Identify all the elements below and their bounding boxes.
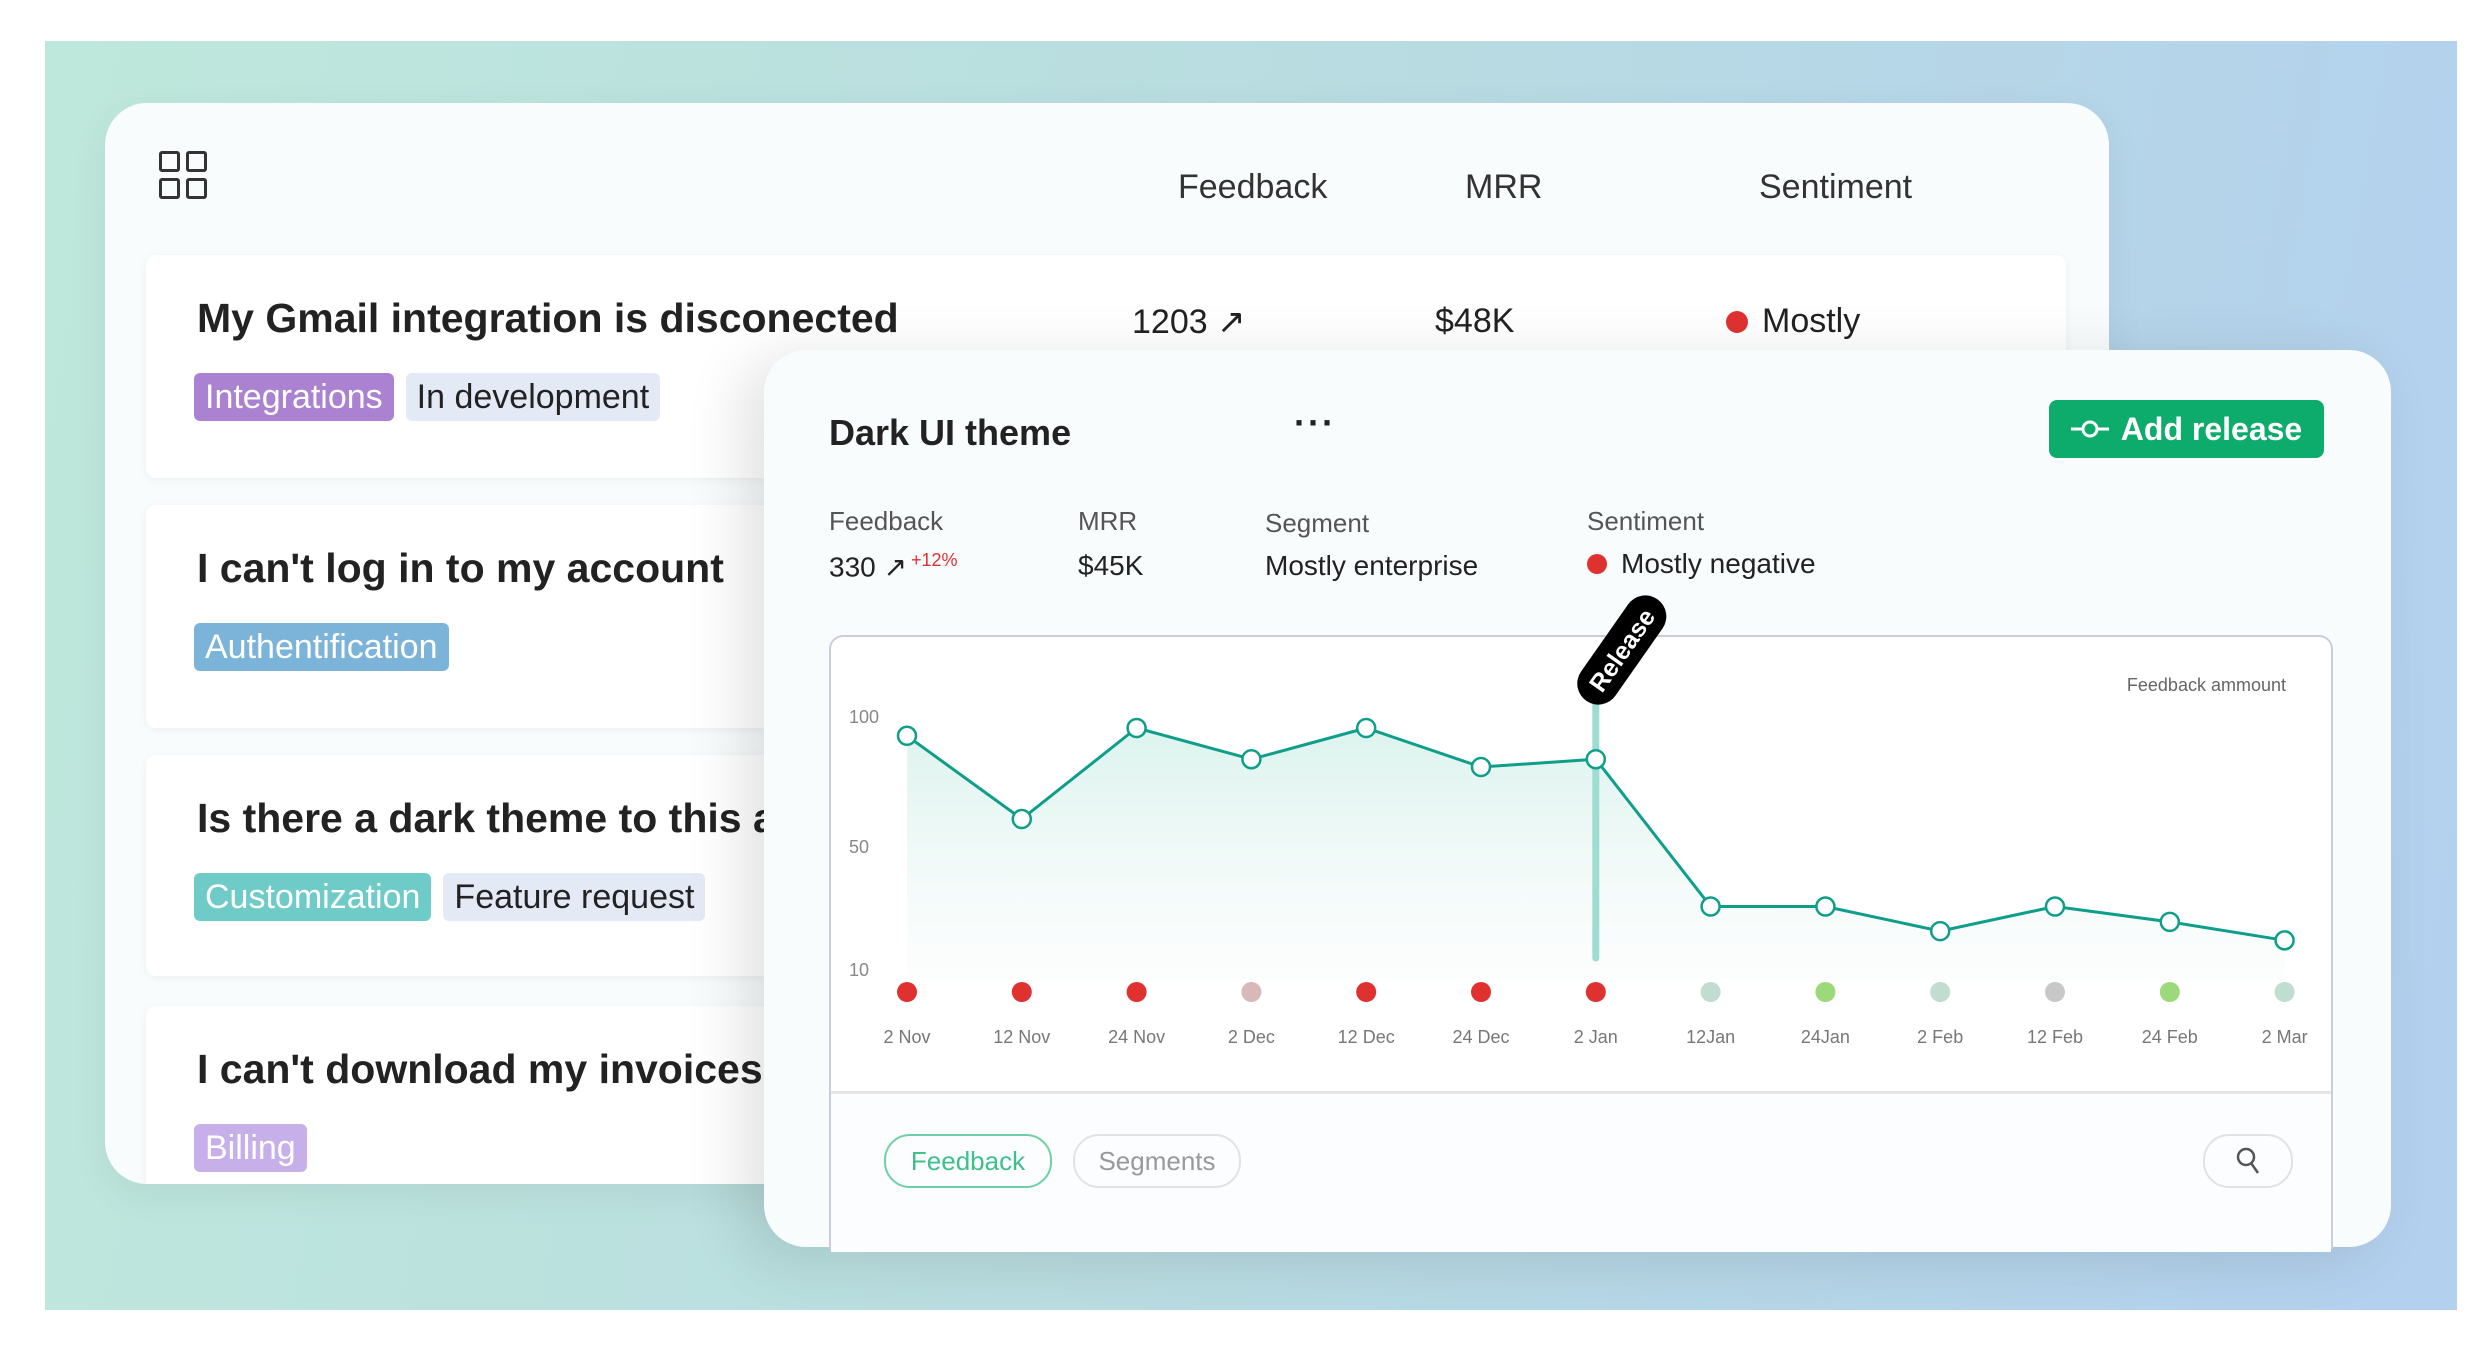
tag[interactable]: Customization bbox=[194, 873, 432, 921]
chart-footer: Feedback Segments bbox=[831, 1091, 2331, 1252]
item-title: I can't log in to my account bbox=[197, 545, 724, 591]
feedback-count: 1203 ↗ bbox=[1132, 303, 1246, 341]
segment-label: Segment bbox=[1265, 508, 1370, 538]
tag[interactable]: Feature request bbox=[443, 873, 706, 921]
feedback-count: 330 ↗ bbox=[829, 551, 907, 583]
tab-feedback[interactable]: Feedback bbox=[884, 1134, 1052, 1188]
feedback-detail-panel: Dark UI theme ··· Add release Feedback 3… bbox=[764, 350, 2391, 1252]
sentiment-value: Mostly negative bbox=[1621, 548, 1816, 579]
tag[interactable]: In development bbox=[405, 373, 661, 421]
more-options-icon[interactable]: ··· bbox=[1294, 402, 1336, 443]
feedback-value: 330 ↗ +12% bbox=[829, 550, 958, 583]
tag[interactable]: Authentification bbox=[194, 623, 449, 671]
search-icon bbox=[2236, 1147, 2260, 1174]
sentiment-dot bbox=[1587, 554, 1607, 574]
column-header-sentiment[interactable]: Sentiment bbox=[1759, 168, 1913, 206]
item-title: I can't download my invoices bbox=[197, 1046, 763, 1092]
grid-icon[interactable] bbox=[159, 151, 207, 199]
item-title: Is there a dark theme to this app? bbox=[197, 795, 851, 841]
tag-list: Integrations In development bbox=[194, 373, 661, 421]
tag[interactable]: Billing bbox=[194, 1124, 307, 1172]
tag-list: Authentification bbox=[194, 623, 449, 671]
sentiment-label: Sentiment bbox=[1587, 506, 1705, 536]
sentiment-value: Mostly bbox=[1762, 302, 1861, 340]
mrr-label: MRR bbox=[1078, 506, 1138, 536]
tag[interactable]: Integrations bbox=[194, 373, 394, 421]
mrr-value: $45K bbox=[1078, 550, 1144, 581]
segment-value: Mostly enterprise bbox=[1265, 550, 1479, 581]
search-button[interactable] bbox=[2203, 1134, 2293, 1188]
tag-list: Customization Feature request bbox=[194, 873, 706, 921]
mrr-value: $48K bbox=[1435, 302, 1515, 340]
tag-list: Billing bbox=[194, 1124, 307, 1172]
column-header-feedback[interactable]: Feedback bbox=[1178, 168, 1328, 206]
feedback-change: +12% bbox=[910, 550, 958, 570]
column-header-mrr[interactable]: MRR bbox=[1465, 168, 1543, 206]
feedback-label: Feedback bbox=[829, 506, 944, 536]
add-release-label: Add release bbox=[2120, 410, 2303, 447]
add-release-button[interactable]: Add release bbox=[2049, 400, 2324, 458]
item-title: My Gmail integration is disconected bbox=[197, 295, 899, 341]
sentiment-dot bbox=[1726, 310, 1748, 333]
chart-container: Feedback Segments bbox=[829, 635, 2333, 1252]
release-icon bbox=[2070, 420, 2109, 438]
tab-segments[interactable]: Segments bbox=[1073, 1134, 1241, 1188]
detail-title: Dark UI theme bbox=[829, 412, 1072, 453]
